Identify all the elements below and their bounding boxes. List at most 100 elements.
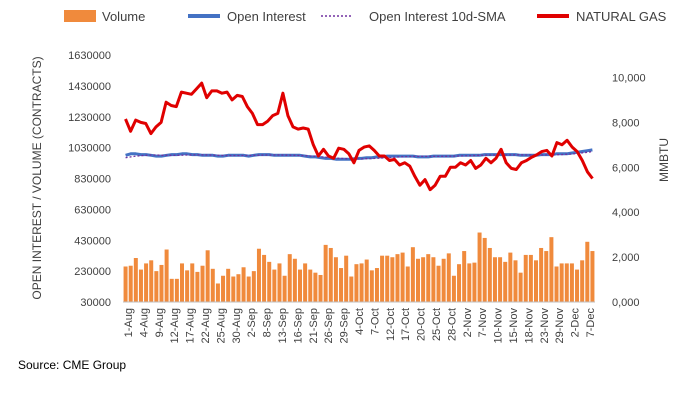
- y-left-tick-label: 1030000: [68, 143, 111, 155]
- volume-bar: [431, 257, 436, 302]
- x-tick-label: 26-Sep: [323, 308, 335, 343]
- y-right-tick-label: 6,000: [612, 162, 640, 174]
- volume-bar: [210, 268, 215, 302]
- x-tick-label: 17-Aug: [185, 308, 197, 343]
- volume-bar: [277, 263, 282, 302]
- volume-bar: [585, 241, 590, 302]
- volume-bar: [564, 263, 569, 302]
- open-interest-sma-line: [125, 150, 593, 160]
- volume-bar: [200, 265, 205, 302]
- y-right-ticks: 10,000 8,000 6,000 4,000 2,000 0,000: [612, 72, 646, 309]
- volume-bar: [195, 271, 200, 302]
- volume-bar: [369, 270, 374, 302]
- volume-bar: [287, 254, 292, 302]
- x-tick-label: 2-Sep: [246, 308, 258, 337]
- x-tick-label: 21-Sep: [308, 308, 320, 343]
- x-tick-label: 8-Sep: [262, 308, 274, 337]
- x-tick-label: 30-Aug: [231, 308, 243, 343]
- volume-bar: [226, 268, 231, 302]
- x-tick-label: 4-Aug: [138, 308, 150, 337]
- volume-bar: [133, 258, 138, 302]
- volume-bar: [446, 253, 451, 302]
- volume-bar: [415, 258, 421, 302]
- x-tick-label: 15-Nov: [508, 308, 520, 344]
- natural-gas-line: [124, 81, 594, 192]
- volume-bar: [241, 267, 246, 302]
- volume-bar: [313, 272, 318, 302]
- x-tick-label: 16-Sep: [292, 308, 304, 343]
- x-tick-label: 9-Aug: [154, 308, 166, 337]
- x-tick-label: 13-Sep: [277, 308, 289, 343]
- volume-bar: [185, 270, 190, 302]
- volume-bar: [272, 269, 277, 302]
- volume-bar: [318, 274, 323, 302]
- volume-bar: [523, 254, 528, 302]
- volume-bar: [380, 255, 385, 302]
- volume-bar: [559, 263, 564, 302]
- volume-bar: [405, 266, 410, 302]
- volume-bar: [236, 274, 241, 302]
- y-left-tick-label: 230000: [74, 266, 111, 278]
- volume-bar: [518, 272, 523, 302]
- volume-bar: [544, 251, 549, 302]
- volume-bar: [533, 260, 539, 302]
- x-tick-label: 25-Oct: [431, 308, 443, 341]
- legend: Volume Open Interest Open Interest 10d-S…: [64, 9, 667, 24]
- x-tick-label: 28-Oct: [446, 308, 458, 341]
- volume-bar: [528, 254, 533, 302]
- y-left-tick-label: 1230000: [68, 112, 111, 124]
- volume-bar: [339, 268, 344, 302]
- x-tick-label: 25-Aug: [215, 308, 227, 343]
- volume-bar: [344, 255, 349, 302]
- x-tick-label: 2-Dec: [570, 308, 582, 338]
- y-left-tick-label: 630000: [74, 204, 111, 216]
- volume-bar: [179, 263, 185, 302]
- volume-bar: [436, 265, 441, 302]
- volume-bar: [123, 266, 128, 302]
- volume-bar: [390, 257, 395, 302]
- volume-bar: [138, 269, 143, 302]
- volume-bar: [569, 263, 574, 302]
- volume-bar: [251, 271, 256, 302]
- volume-bar: [323, 244, 328, 302]
- volume-bar: [267, 261, 272, 302]
- volume-bar: [554, 266, 559, 302]
- volume-bar: [457, 264, 462, 302]
- volume-bar: [482, 237, 487, 302]
- x-tick-label: 4-Oct: [354, 308, 366, 335]
- y-left-axis-title: OPEN INTEREST / VOLUME (CONTRACTS): [30, 56, 44, 299]
- volume-bar: [256, 248, 261, 302]
- volume-bar: [580, 260, 585, 302]
- x-tick-label: 2-Nov: [462, 308, 474, 338]
- volume-bar: [374, 268, 379, 302]
- legend-label-open-interest: Open Interest: [227, 9, 306, 24]
- volume-bar: [503, 261, 508, 302]
- series-lines: [124, 81, 594, 192]
- x-tick-label: 29-Nov: [554, 308, 566, 344]
- volume-bar: [513, 260, 518, 302]
- volume-bar: [426, 254, 431, 302]
- x-tick-label: 17-Oct: [400, 308, 412, 341]
- volume-bar: [451, 275, 456, 302]
- x-tick-label: 7-Dec: [585, 308, 597, 338]
- volume-bar: [467, 263, 472, 302]
- volume-bar: [395, 254, 400, 302]
- volume-bar: [508, 252, 513, 302]
- x-tick-label: 22-Aug: [200, 308, 212, 343]
- volume-bar: [333, 257, 338, 302]
- volume-bar: [498, 257, 503, 302]
- source-note: Source: CME Group: [18, 358, 127, 372]
- y-left-tick-label: 1430000: [68, 81, 111, 93]
- volume-bar: [410, 247, 415, 302]
- volume-bar: [205, 250, 210, 302]
- x-tick-label: 23-Nov: [539, 308, 551, 344]
- y-left-tick-label: 830000: [74, 174, 111, 186]
- volume-bar: [349, 276, 354, 302]
- volume-bar: [221, 275, 226, 302]
- volume-bar: [282, 275, 287, 302]
- x-tick-label: 10-Nov: [493, 308, 505, 344]
- volume-bar: [364, 259, 369, 302]
- volume-bar: [472, 262, 477, 302]
- volume-bar: [169, 278, 174, 302]
- volume-bar: [539, 247, 544, 302]
